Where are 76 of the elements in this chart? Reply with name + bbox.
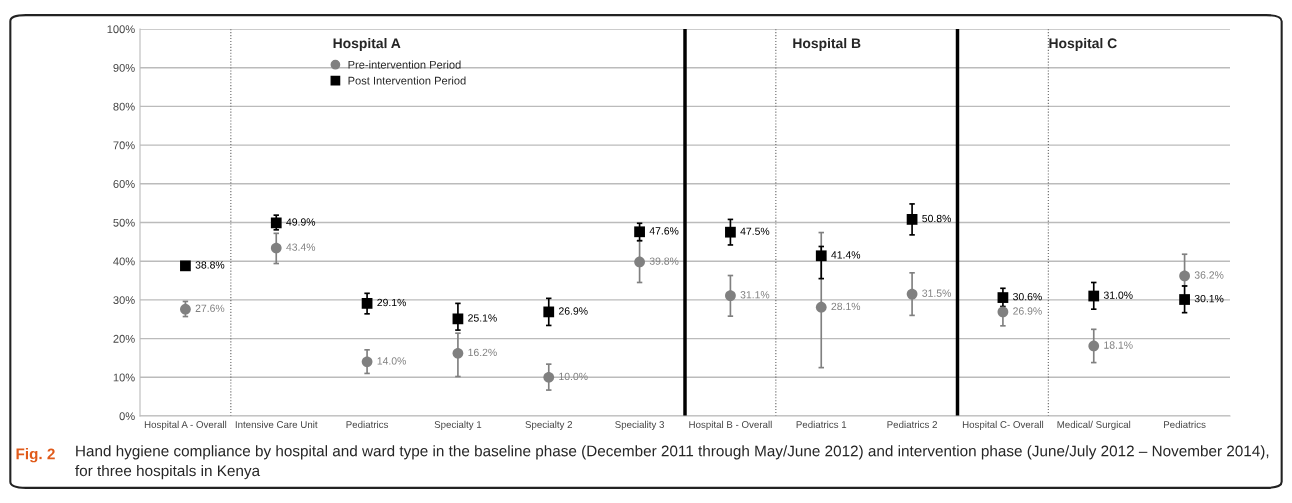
point (725, 226, 736, 238)
data-label: 31.0% (1103, 291, 1133, 299)
point (906, 288, 918, 300)
x-tick-label: Pediatrics (1164, 420, 1206, 428)
data-label: 47.6% (649, 227, 679, 235)
legend-label: Pre-intervention Period (348, 60, 461, 69)
x-tick-label: Hospital C- Overall (962, 420, 1044, 430)
data-label: 38.8% (195, 261, 225, 269)
data-label: 14.0% (377, 357, 406, 365)
text: Hand hygiene compliance by hospital and ward type in the baseline phase (December 2011 through May/June 2012) and intervention phase (June/July 2012 – November 2014), for three hospitals in Kenya (75, 445, 1269, 480)
point (997, 292, 1009, 303)
x-tick-label: Intensive Care Unit (235, 420, 318, 428)
point (815, 250, 827, 262)
data-label: 26.9% (1013, 307, 1042, 315)
y-tick-label: 80% (113, 102, 135, 111)
point (180, 260, 191, 272)
data-label: 25.1% (468, 314, 497, 322)
point (452, 313, 464, 325)
point (997, 306, 1009, 318)
point (452, 347, 464, 359)
legend-label: Post Intervention Period (348, 76, 466, 85)
y-tick-label: 50% (113, 218, 135, 227)
data-label: 31.1% (740, 291, 770, 299)
data-label: 47.5% (740, 227, 770, 235)
caption: Fig. 2 (16, 448, 55, 463)
y-tick-label: 0% (119, 412, 135, 421)
point (361, 356, 373, 368)
point (634, 256, 645, 268)
point (543, 306, 555, 318)
x-tick-label: Medical/ Surgical (1057, 420, 1131, 430)
data-label: 39.8% (649, 257, 679, 265)
x-tick-label: Speciality 3 (615, 420, 665, 430)
y-tick-label: 90% (113, 63, 135, 72)
data-label: 10.0% (559, 372, 588, 381)
data-label: 29.1% (377, 298, 406, 307)
y-tick-label: 20% (113, 334, 135, 343)
x-tick-label: Hospital B - Overall (689, 420, 772, 430)
x-tick-label: Pediatrics 2 (887, 420, 937, 428)
data-label: 41.4% (831, 251, 861, 259)
annotation: Hospital C (1049, 38, 1117, 51)
data-label: 50.8% (922, 214, 951, 223)
point (1088, 340, 1100, 352)
data-label: 43.4% (286, 243, 316, 251)
point (543, 371, 555, 383)
data-label: 16.2% (468, 348, 497, 357)
data-label: 28.1% (831, 302, 861, 311)
point (361, 298, 373, 309)
y-tick-label: 40% (113, 257, 135, 266)
x-tick-label: Hospital A - Overall (144, 420, 227, 430)
annotation: Hospital A (333, 38, 401, 51)
point (815, 301, 827, 313)
point (1179, 294, 1190, 305)
x-tick-label: Specialty 1 (434, 420, 482, 430)
x-tick-label: Pediatrics 1 (796, 420, 847, 428)
data-label: 26.9% (559, 307, 588, 315)
point (270, 242, 282, 254)
x-tick-label: Specialty 2 (525, 420, 573, 430)
point (1088, 290, 1100, 302)
data-label: 30.1% (1194, 294, 1224, 303)
annotation: Hospital B (793, 38, 861, 51)
data-label: 31.5% (922, 289, 951, 297)
data-label: 49.9% (286, 218, 316, 226)
point (906, 214, 918, 225)
point (1179, 270, 1190, 282)
point (725, 290, 736, 302)
y-tick-label: 100% (107, 25, 135, 34)
y-tick-label: 30% (113, 296, 135, 305)
data-label: 18.1% (1104, 341, 1133, 349)
y-tick-label: 70% (113, 141, 135, 150)
data-label: 30.6% (1013, 293, 1042, 301)
y-tick-label: 10% (113, 373, 135, 382)
data-label: 27.6% (195, 304, 225, 312)
y-tick-label: 60% (113, 180, 135, 188)
point (634, 226, 645, 238)
data-label: 36.2% (1194, 271, 1224, 279)
x-tick-label: Pediatrics (346, 420, 389, 428)
